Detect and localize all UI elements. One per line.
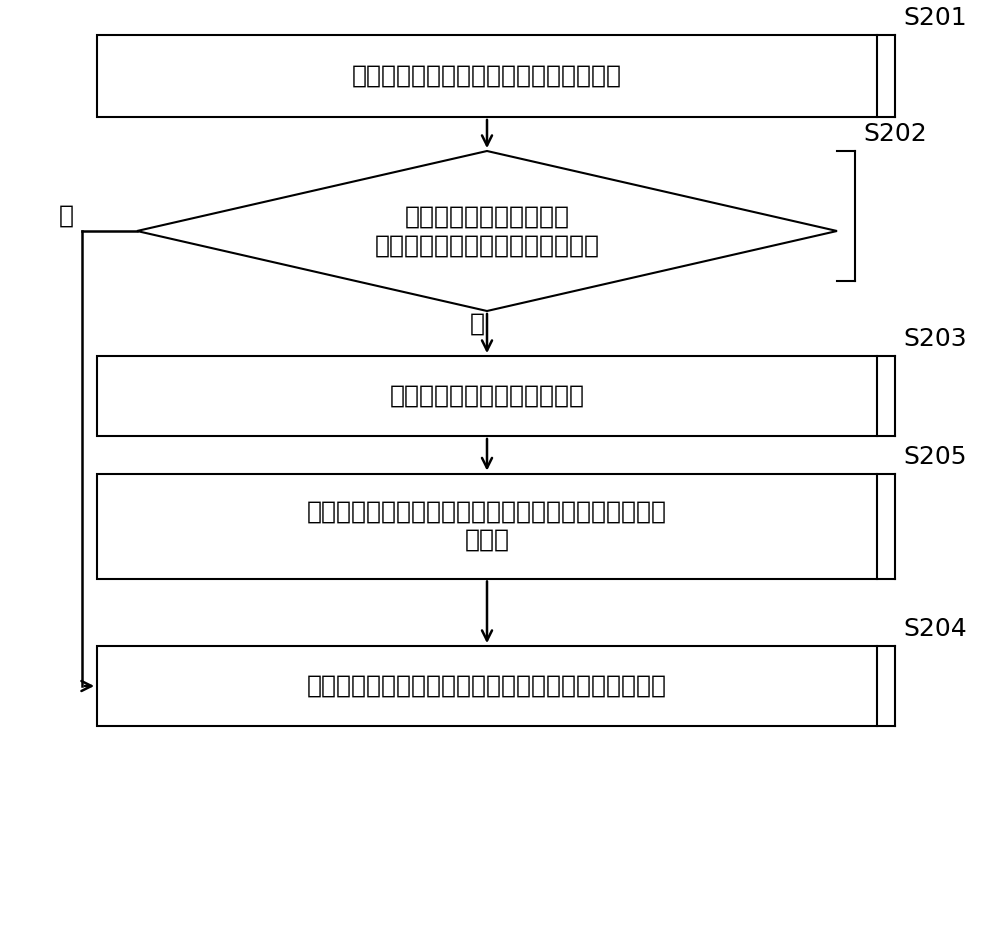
Bar xyxy=(97,474,877,578)
Bar xyxy=(97,646,877,726)
Text: S203: S203 xyxy=(903,327,967,351)
Text: 交易场景字段信息一致的交易信息: 交易场景字段信息一致的交易信息 xyxy=(374,234,600,257)
Text: 确定交易行为是拆单交易行为: 确定交易行为是拆单交易行为 xyxy=(390,384,584,408)
Text: S202: S202 xyxy=(863,122,927,146)
Polygon shape xyxy=(137,151,837,311)
Text: 监听携带有交易场景字段信息的交易信息: 监听携带有交易场景字段信息的交易信息 xyxy=(352,64,622,88)
Text: S204: S204 xyxy=(903,617,967,641)
Text: S205: S205 xyxy=(903,444,966,468)
Text: 将以交易场景字段信息为主键的交易信息存储到缓存中: 将以交易场景字段信息为主键的交易信息存储到缓存中 xyxy=(307,674,667,698)
Text: S201: S201 xyxy=(903,6,967,30)
Text: 是: 是 xyxy=(470,312,484,335)
Text: 触发监控预警信息，以便通过人工干预方式制止拆单交
易支付: 触发监控预警信息，以便通过人工干预方式制止拆单交 易支付 xyxy=(307,500,667,552)
Text: 查询缓存中是否存储有与: 查询缓存中是否存储有与 xyxy=(404,205,570,229)
Bar xyxy=(97,35,877,117)
Bar xyxy=(97,356,877,436)
Text: 否: 否 xyxy=(59,204,74,228)
